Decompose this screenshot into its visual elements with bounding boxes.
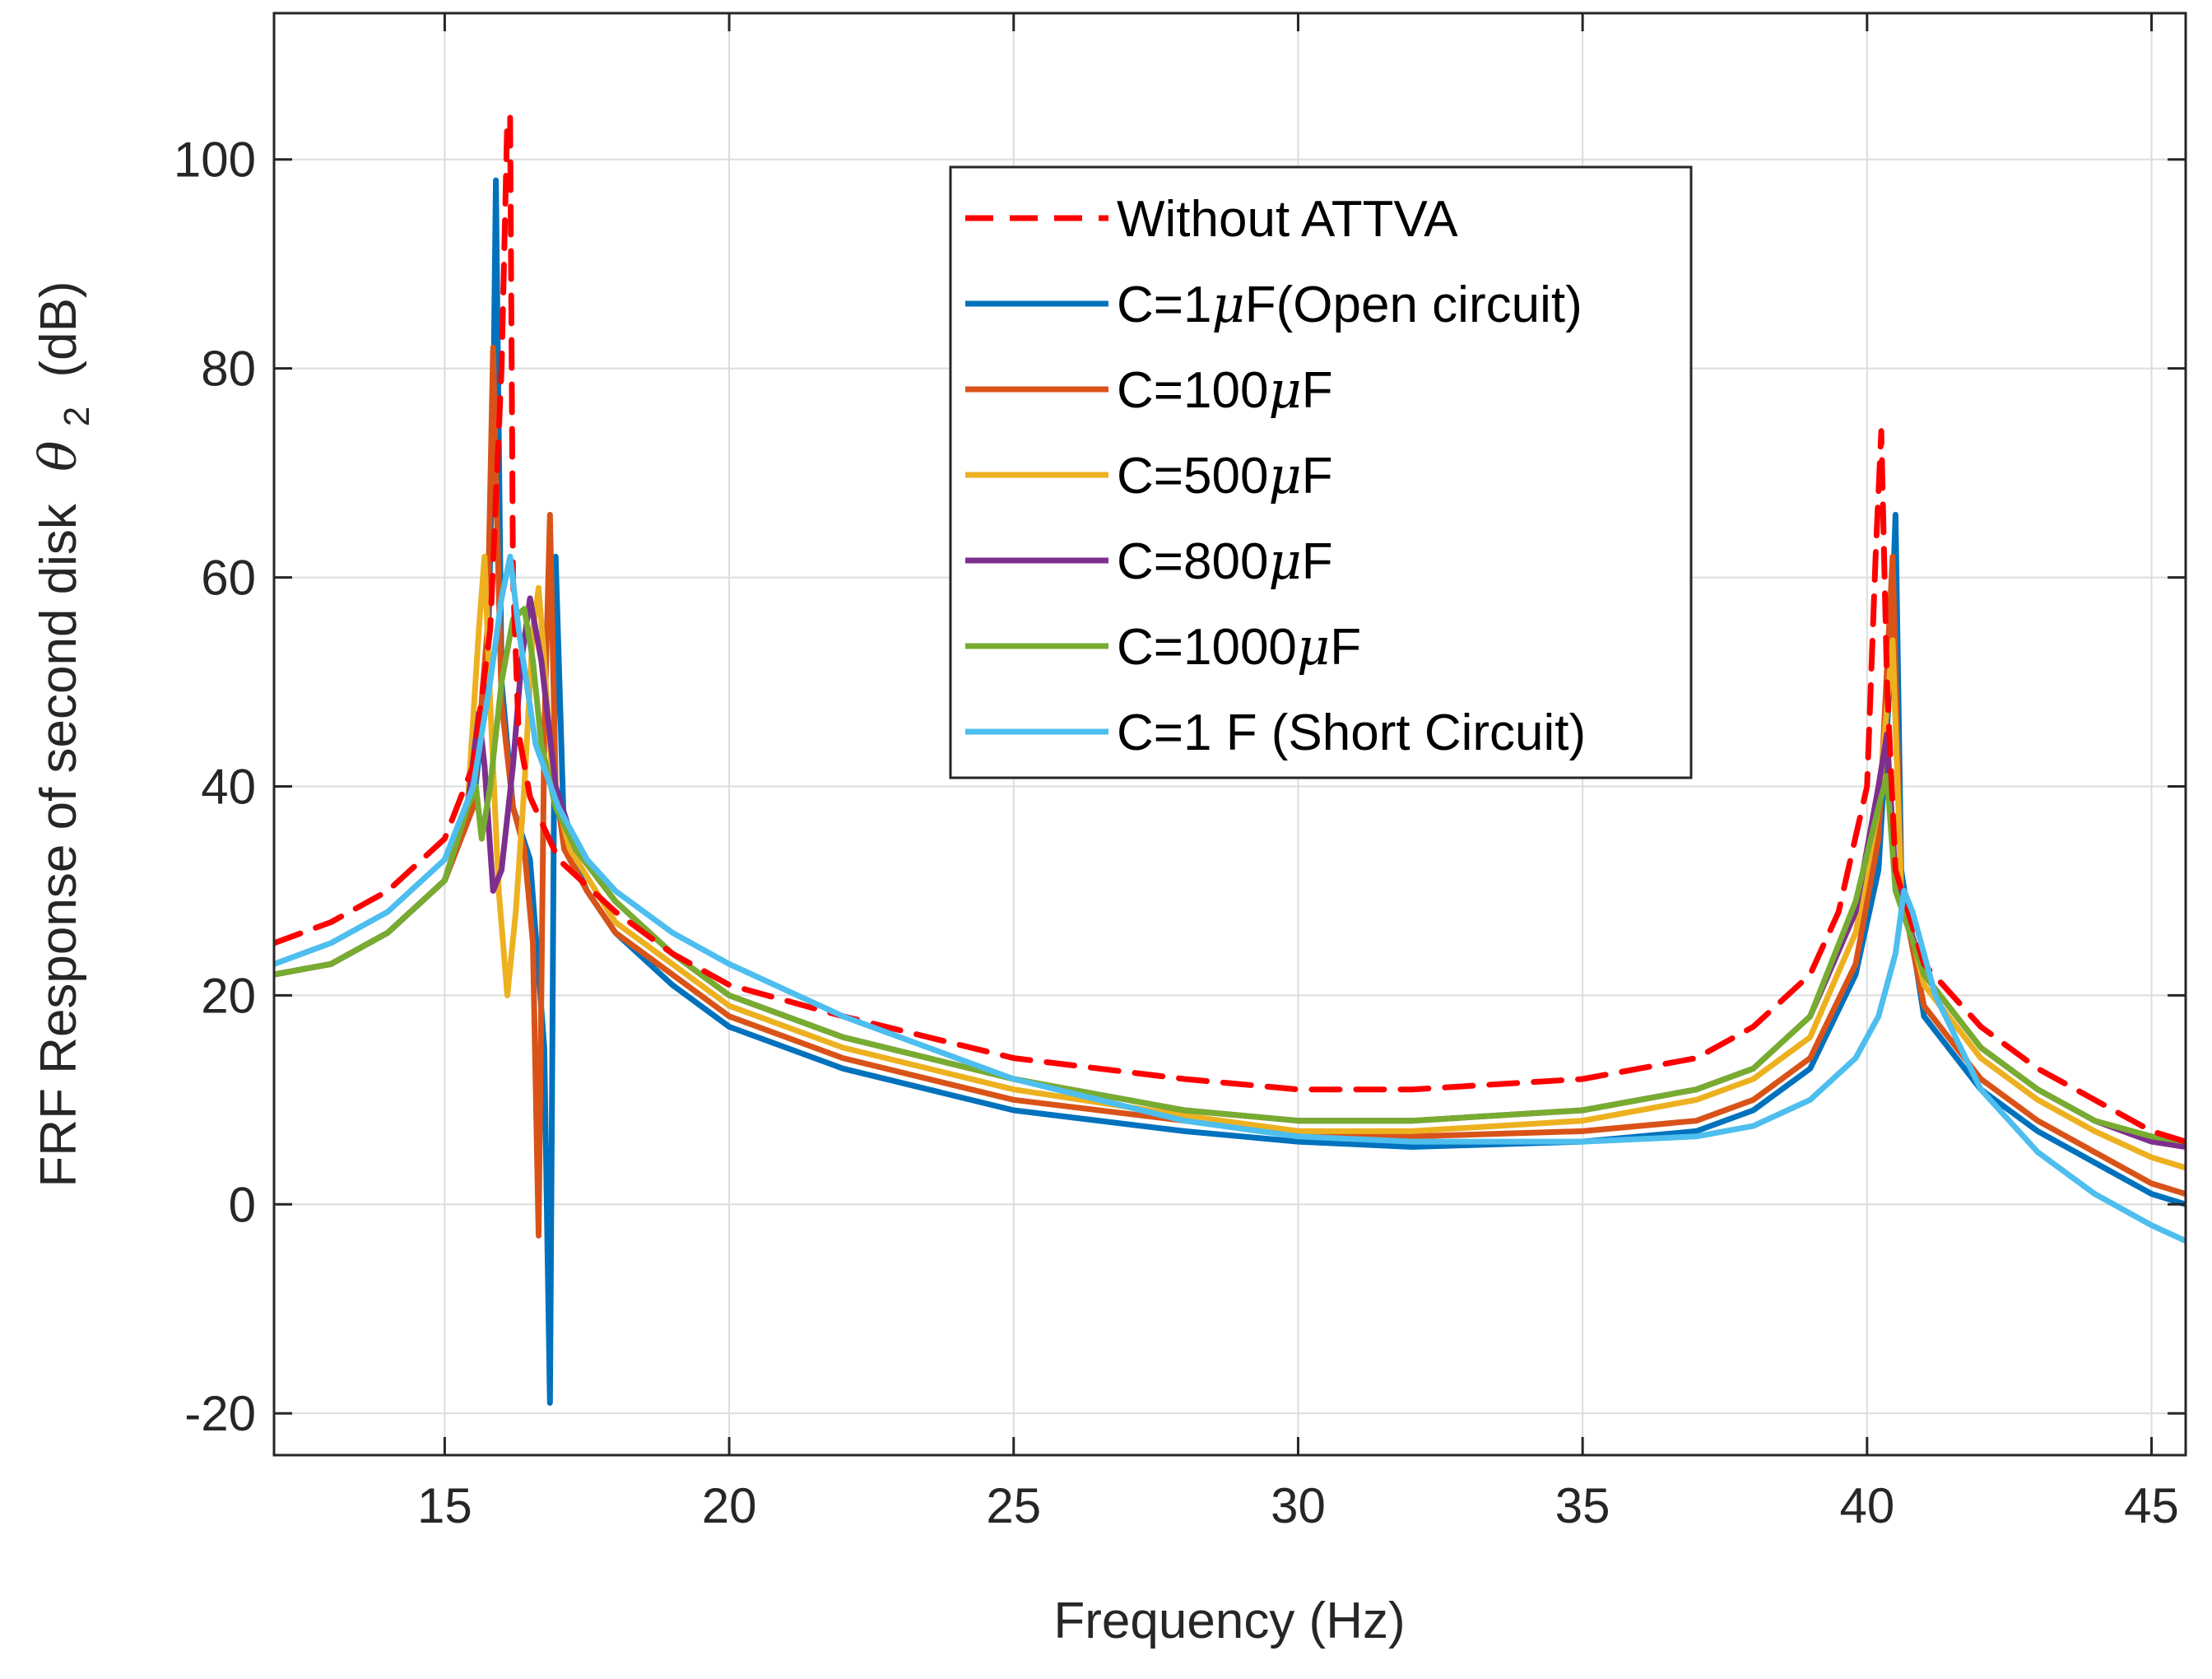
- legend-label-part: Without ATTVA: [1117, 191, 1458, 248]
- plot-area-border: [272, 12, 2187, 1457]
- legend-label: C=1μF(Open circuit): [1117, 274, 1582, 334]
- legend-label-part: F: [1302, 362, 1333, 419]
- legend-label-part: F(Open circuit): [1245, 277, 1582, 333]
- legend-label: C=800μF: [1117, 531, 1333, 591]
- series-line-5: [274, 606, 2186, 1145]
- x-axis-title: Frequency (Hz): [1053, 1593, 1405, 1649]
- svg-text:FRF Response of second disk: FRF Response of second disk θ 2 (dB): [28, 281, 100, 1187]
- legend-label-part: μ: [1211, 274, 1244, 334]
- series-line-0: [274, 114, 2186, 1145]
- y-axis-title-unit: (dB): [30, 281, 87, 377]
- legend-label: C=1 F (Short Circuit): [1117, 705, 1586, 761]
- legend-label-part: C=100: [1117, 362, 1268, 419]
- y-tick-label: 0: [229, 1177, 256, 1232]
- x-tick-label: 35: [1555, 1478, 1610, 1533]
- x-tick-label: 30: [1271, 1478, 1326, 1533]
- x-tick-label: 20: [702, 1478, 757, 1533]
- y-tick-label: -20: [184, 1386, 256, 1441]
- legend-label-part: C=800: [1117, 533, 1268, 590]
- y-axis-title: FRF Response of second disk θ 2 (dB): [28, 281, 100, 1187]
- legend-label-part: C=1: [1117, 277, 1211, 333]
- tick-layer: 15 20 25 30 35 40 45 -20 0 20 40 60 80 100: [174, 13, 2186, 1533]
- y-axis-title-subscript: 2: [57, 407, 97, 426]
- legend-label: Without ATTVA: [1117, 191, 1458, 248]
- x-tick-label: 40: [1839, 1478, 1894, 1533]
- x-tick-label: 25: [986, 1478, 1041, 1533]
- legend-label-part: F: [1302, 448, 1333, 505]
- legend-label-part: F: [1330, 619, 1361, 676]
- y-tick-label: 100: [174, 133, 256, 188]
- y-axis-title-main: FRF Response of second disk: [30, 503, 87, 1187]
- legend-label-part: F: [1302, 533, 1333, 590]
- y-tick-label: 40: [201, 759, 256, 814]
- y-tick-label: 20: [201, 968, 256, 1023]
- y-axis-title-symbol: θ: [28, 441, 88, 472]
- x-tick-label: 15: [417, 1478, 472, 1533]
- legend-label-part: C=1000: [1117, 619, 1297, 676]
- series-line-6: [274, 553, 2186, 1244]
- legend-label-part: C=500: [1117, 448, 1268, 505]
- legend-label-part: C=1 F (Short Circuit): [1117, 705, 1586, 761]
- legend-label: C=100μF: [1117, 360, 1333, 420]
- x-tick-label: 45: [2124, 1478, 2179, 1533]
- legend-label-part: μ: [1268, 531, 1301, 591]
- legend-label: C=1000μF: [1117, 616, 1361, 677]
- y-tick-label: 60: [201, 551, 256, 606]
- series-line-3: [274, 553, 2186, 1171]
- legend-label-part: μ: [1297, 616, 1330, 677]
- legend-label-part: μ: [1268, 360, 1301, 420]
- series-layer: [274, 114, 2186, 1406]
- legend-label-part: μ: [1268, 445, 1301, 505]
- y-tick-label: 80: [201, 342, 256, 397]
- legend-label: C=500μF: [1117, 445, 1333, 505]
